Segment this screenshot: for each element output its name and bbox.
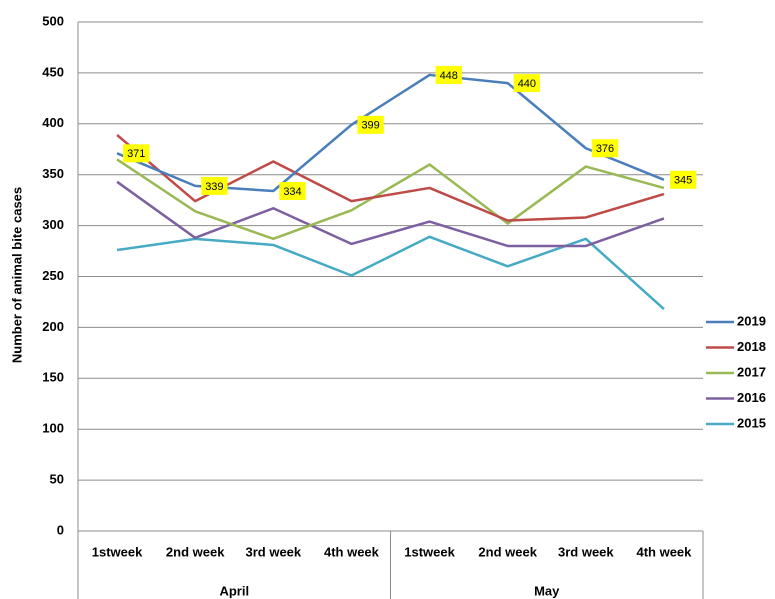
- data-label-box: [357, 115, 384, 134]
- data-label: 371: [123, 144, 150, 163]
- data-label-text: 399: [361, 120, 379, 132]
- legend-label: 2016: [737, 390, 766, 405]
- data-label-box: [513, 74, 541, 93]
- data-label-text: 448: [440, 70, 458, 82]
- legend-label: 2018: [737, 339, 766, 354]
- data-label: 440: [513, 74, 541, 93]
- y-tick-label: 400: [42, 115, 64, 130]
- legend-label: 2015: [737, 415, 766, 430]
- y-tick-label: 500: [42, 13, 64, 28]
- data-label-box: [591, 139, 619, 158]
- y-tick-label: 0: [57, 522, 64, 537]
- data-label: 334: [279, 181, 306, 200]
- data-label-text: 376: [596, 143, 614, 155]
- y-tick-label: 450: [42, 64, 64, 79]
- x-tick-label: 3rd week: [245, 544, 301, 559]
- series-line: [116, 134, 665, 222]
- y-axis-title: Number of animal bite cases: [9, 187, 24, 363]
- x-tick-label: 1stweek: [92, 544, 143, 559]
- data-label-box: [201, 176, 228, 195]
- legend-label: 2017: [737, 364, 766, 379]
- x-tick-label: 1stweek: [404, 544, 455, 559]
- y-tick-label: 350: [42, 166, 64, 181]
- data-label-text: 345: [674, 175, 692, 187]
- y-tick-label: 200: [42, 319, 64, 334]
- legend-label: 2019: [737, 313, 766, 328]
- data-label-box: [669, 170, 697, 189]
- data-label-text: 334: [283, 186, 301, 198]
- group-label: May: [534, 583, 560, 598]
- data-label: 376: [591, 139, 619, 158]
- data-label-box: [279, 181, 306, 200]
- series-line: [116, 235, 665, 311]
- data-label: 399: [357, 115, 384, 134]
- data-label: 448: [435, 65, 462, 84]
- x-tick-label: 4th week: [324, 544, 380, 559]
- data-label: 339: [201, 176, 228, 195]
- y-tick-label: 150: [42, 370, 64, 385]
- x-tick-label: 3rd week: [558, 544, 614, 559]
- data-label-text: 339: [205, 181, 223, 193]
- y-tick-label: 250: [42, 268, 64, 283]
- y-tick-label: 50: [50, 472, 64, 487]
- data-label: 345: [669, 170, 697, 189]
- data-label-box: [123, 144, 150, 163]
- data-label-box: [435, 65, 462, 84]
- x-tick-label: 2nd week: [478, 544, 537, 559]
- y-tick-label: 300: [42, 217, 64, 232]
- group-label: April: [219, 583, 249, 598]
- series-line: [116, 73, 665, 193]
- data-label-text: 371: [127, 148, 145, 160]
- x-tick-label: 2nd week: [166, 544, 225, 559]
- series-line: [116, 180, 665, 248]
- y-tick-label: 100: [42, 421, 64, 436]
- data-label-text: 440: [518, 78, 536, 90]
- x-tick-label: 4th week: [636, 544, 692, 559]
- series-line: [116, 158, 665, 241]
